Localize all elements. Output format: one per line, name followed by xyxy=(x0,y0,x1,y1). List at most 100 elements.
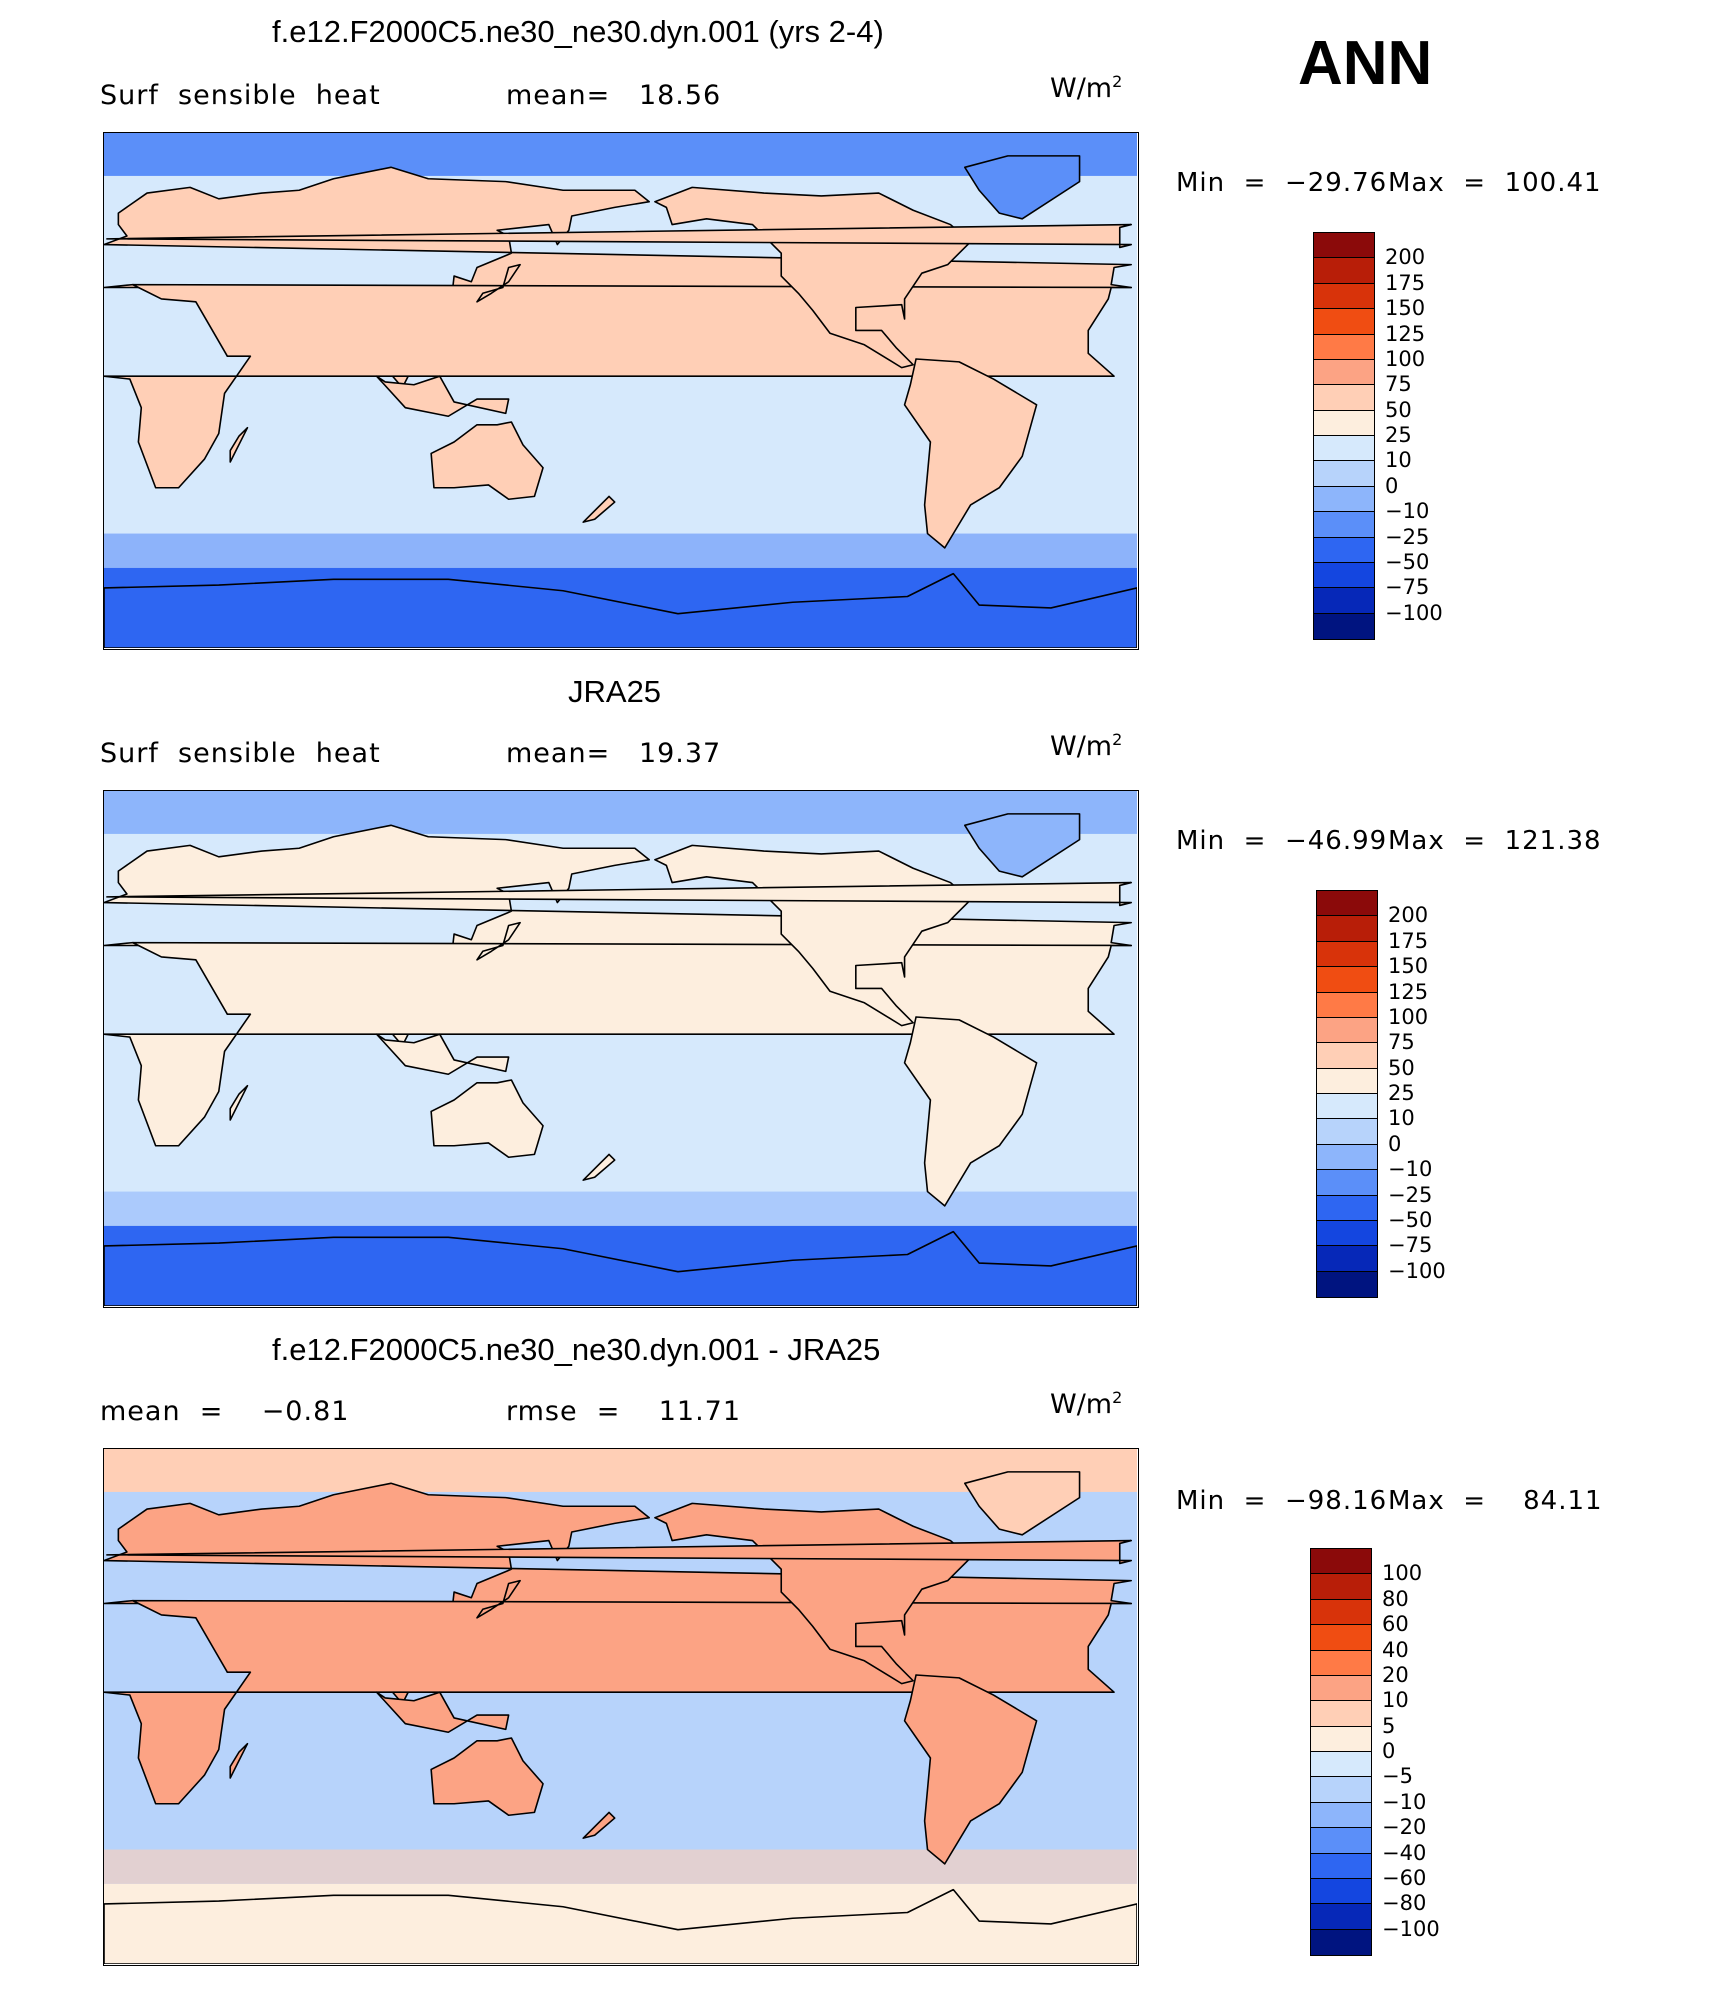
colorbar-swatch xyxy=(1314,537,1374,563)
colorbar-swatch xyxy=(1314,512,1374,538)
colorbar-tick-label: 10 xyxy=(1388,1106,1415,1131)
colorbar-swatch xyxy=(1311,1650,1371,1676)
colorbar-tick-label: −5 xyxy=(1382,1764,1413,1789)
colorbar-swatch xyxy=(1311,1701,1371,1727)
season-label: ANN xyxy=(1298,29,1433,98)
colorbar-tick-label: −20 xyxy=(1382,1815,1427,1840)
panel1-units: W/m2 xyxy=(1050,72,1123,104)
colorbar-swatch xyxy=(1311,1878,1371,1905)
panel2-map xyxy=(103,790,1139,1308)
colorbar-swatch xyxy=(1317,1220,1377,1247)
panel1-mean-label: mean= 18.56 xyxy=(506,80,722,111)
coastline-samerica xyxy=(903,1674,1038,1865)
panel2-min-label: Min = −46.99 xyxy=(1176,826,1388,856)
colorbar-swatch xyxy=(1317,941,1377,968)
colorbar-tick-label: 125 xyxy=(1388,979,1429,1004)
colorbar-swatch xyxy=(1314,461,1374,487)
colorbar-tick-label: 150 xyxy=(1385,296,1426,321)
map-field xyxy=(104,791,1137,1306)
coastline-australia xyxy=(430,1737,544,1817)
colorbar-tick-label: 0 xyxy=(1388,1131,1402,1156)
colorbar-swatch xyxy=(1317,1271,1377,1297)
colorbar-swatch xyxy=(1317,916,1377,942)
coastline-nz xyxy=(582,1811,616,1839)
coastline-japan xyxy=(476,921,521,961)
colorbar-tick-label: 50 xyxy=(1388,1055,1415,1080)
coastline-samerica xyxy=(903,358,1038,549)
colorbar-tick-label: 175 xyxy=(1385,270,1426,295)
colorbar-tick-label: 25 xyxy=(1388,1081,1415,1105)
colorbar-tick-label: −75 xyxy=(1385,575,1430,600)
colorbar-swatch xyxy=(1314,385,1374,411)
colorbar-swatch xyxy=(1311,1625,1371,1651)
coastline-antarctica xyxy=(104,1230,1137,1306)
southern-ocean-band xyxy=(104,1191,1137,1226)
panel3-min-label: Min = −98.16 xyxy=(1176,1486,1388,1516)
colorbar-swatch xyxy=(1311,1752,1371,1778)
colorbar-tick-label: −50 xyxy=(1385,549,1430,574)
coastline-uk xyxy=(106,223,1133,249)
panel2-variable-label: Surf sensible heat xyxy=(100,738,381,769)
coastline-greenland xyxy=(964,155,1081,220)
panel1-max-label: Max = 100.41 xyxy=(1388,168,1602,198)
colorbar-swatch xyxy=(1317,1170,1377,1196)
coastline-madagascar xyxy=(229,426,249,463)
colorbar-tick-label: 200 xyxy=(1385,245,1426,270)
map-field xyxy=(104,1449,1137,1964)
coastline-samerica xyxy=(903,1016,1038,1207)
coastline-indonesia xyxy=(375,1691,510,1734)
coastline-antarctica xyxy=(104,572,1137,648)
coastline-japan xyxy=(476,263,521,303)
panel3-map xyxy=(103,1448,1139,1966)
colorbar-tick-label: 0 xyxy=(1385,473,1399,498)
panel3-mean-label: mean = −0.81 xyxy=(100,1396,350,1427)
colorbar-swatch xyxy=(1317,1119,1377,1145)
colorbar-swatch xyxy=(1311,1802,1371,1829)
colorbar-tick-label: 75 xyxy=(1388,1030,1415,1055)
coastline-greenland xyxy=(964,813,1081,878)
colorbar-swatch xyxy=(1314,588,1374,614)
colorbar-swatch xyxy=(1311,1549,1371,1575)
colorbar-swatch xyxy=(1311,1904,1371,1930)
panel3-colorbar xyxy=(1310,1548,1372,1956)
coastline-uk xyxy=(106,881,1133,907)
colorbar-tick-label: 100 xyxy=(1385,346,1426,371)
colorbar-tick-label: 200 xyxy=(1388,903,1429,928)
colorbar-tick-label: −40 xyxy=(1382,1840,1427,1865)
colorbar-tick-label: −10 xyxy=(1385,499,1430,524)
colorbar-tick-label: −75 xyxy=(1388,1233,1433,1258)
colorbar-swatch xyxy=(1314,283,1374,310)
colorbar-swatch xyxy=(1314,359,1374,386)
colorbar-swatch xyxy=(1314,613,1374,639)
panel1-min-label: Min = −29.76 xyxy=(1176,168,1388,198)
coastline-antarctica xyxy=(104,1888,1137,1964)
colorbar-swatch xyxy=(1317,1246,1377,1272)
coastline-madagascar xyxy=(229,1742,249,1779)
colorbar-swatch xyxy=(1317,992,1377,1018)
colorbar-swatch xyxy=(1317,1068,1377,1094)
colorbar-tick-label: −25 xyxy=(1385,524,1430,549)
colorbar-swatch xyxy=(1311,1675,1371,1702)
panel3-title: f.e12.F2000C5.ne30_ne30.dyn.001 - JRA25 xyxy=(272,1332,881,1367)
colorbar-swatch xyxy=(1314,258,1374,284)
southern-ocean-band xyxy=(104,1849,1137,1884)
colorbar-swatch xyxy=(1314,233,1374,259)
colorbar-swatch xyxy=(1314,436,1374,462)
colorbar-swatch xyxy=(1311,1599,1371,1626)
panel2-colorbar xyxy=(1316,890,1378,1298)
panel1-colorbar xyxy=(1313,232,1375,640)
colorbar-swatch xyxy=(1311,1777,1371,1803)
coastline-madagascar xyxy=(229,1084,249,1121)
coastline-nz xyxy=(582,1153,616,1181)
colorbar-swatch xyxy=(1314,562,1374,589)
colorbar-tick-label: −10 xyxy=(1388,1157,1433,1182)
colorbar-tick-label: 5 xyxy=(1382,1713,1396,1738)
coastline-indonesia xyxy=(375,375,510,418)
colorbar-swatch xyxy=(1314,410,1374,436)
coastline-uk xyxy=(106,1539,1133,1565)
panel2-max-label: Max = 121.38 xyxy=(1388,826,1602,856)
panel1-title: f.e12.F2000C5.ne30_ne30.dyn.001 (yrs 2-4… xyxy=(272,14,884,49)
coastline-australia xyxy=(430,1079,544,1159)
panel2-units: W/m2 xyxy=(1050,730,1123,762)
colorbar-swatch xyxy=(1314,334,1374,360)
